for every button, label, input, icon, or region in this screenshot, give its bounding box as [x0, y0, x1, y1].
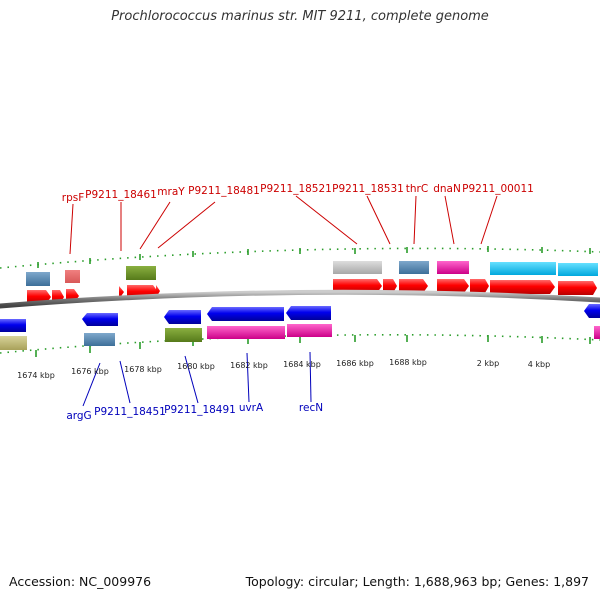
gene-arrow	[490, 280, 555, 294]
gene-label: rpsF	[62, 192, 85, 204]
feature-box	[207, 326, 285, 339]
lower-major-ticks	[35, 335, 591, 357]
gene-label: P9211_00011	[462, 183, 534, 195]
gene-arrow	[470, 279, 489, 293]
reverse-strand-genes	[0, 304, 600, 332]
gene-arrow	[0, 319, 26, 332]
feature-box	[558, 263, 598, 276]
scale-label: 1682 kbp	[230, 361, 268, 370]
scale-label: 1686 kbp	[336, 359, 374, 368]
upper-leader-lines	[69, 195, 498, 255]
scale-label: 1674 kbp	[17, 371, 55, 380]
gene-arrow	[383, 279, 397, 293]
feature-box	[26, 272, 50, 286]
lower-gene-labels: argG P9211_18451 P9211_18491 uvrA recN	[66, 402, 323, 422]
gene-label: mraY	[157, 186, 185, 198]
scale-label: 1680 kbp	[177, 362, 215, 371]
feature-box	[65, 270, 80, 283]
scale-label: 1688 kbp	[389, 358, 427, 367]
gene-label: P9211_18461	[85, 189, 157, 201]
gene-label: argG	[66, 410, 91, 422]
feature-box	[165, 328, 202, 342]
gene-arrow	[164, 310, 201, 324]
feature-box	[399, 261, 429, 274]
gene-label: uvrA	[239, 402, 264, 414]
feature-track-upper	[26, 261, 598, 286]
scale-label: 4 kbp	[528, 360, 550, 369]
feature-box	[84, 333, 115, 346]
gene-label: thrC	[406, 183, 428, 195]
gene-label: P9211_18491	[164, 404, 236, 416]
gene-arrow	[584, 304, 600, 318]
gene-label: recN	[299, 402, 323, 414]
scale-label: 1684 kbp	[283, 360, 321, 369]
gene-arrow	[437, 279, 469, 293]
lower-leader-lines	[82, 351, 312, 407]
gene-label: P9211_18521	[260, 183, 332, 195]
genome-title: Prochlorococcus marinus str. MIT 9211, c…	[111, 9, 489, 24]
feature-box	[126, 266, 156, 280]
feature-box	[490, 262, 556, 275]
genome-backbone	[0, 289, 600, 309]
gene-arrow	[399, 279, 428, 293]
topology-text: Topology: circular; Length: 1,688,963 bp…	[245, 574, 589, 589]
gene-label: P9211_18531	[332, 183, 404, 195]
upper-gene-labels: rpsF P9211_18461 mraY P9211_18481 P9211_…	[62, 183, 534, 204]
scale-label: 2 kbp	[477, 359, 499, 368]
gene-label: P9211_18451	[94, 406, 166, 418]
accession-text: Accession: NC_009976	[9, 574, 152, 589]
feature-track-lower	[0, 324, 600, 350]
feature-box	[594, 326, 600, 339]
scale-label: 1676 kbp	[71, 367, 109, 376]
gene-arrow	[207, 307, 284, 321]
scale-label: 1678 kbp	[124, 365, 162, 374]
gene-label: P9211_18481	[188, 185, 260, 197]
gene-arrow	[558, 281, 597, 295]
gene-arrow	[286, 306, 331, 320]
feature-box	[437, 261, 469, 274]
gene-label: dnaN	[433, 183, 461, 195]
scale-labels: 1674 kbp 1676 kbp 1678 kbp 1680 kbp 1682…	[17, 358, 550, 380]
gene-arrow	[333, 279, 382, 293]
feature-box	[333, 261, 382, 274]
feature-box	[287, 324, 332, 337]
upper-major-ticks	[37, 246, 591, 268]
gene-arrow	[82, 313, 118, 326]
feature-box	[0, 336, 27, 350]
